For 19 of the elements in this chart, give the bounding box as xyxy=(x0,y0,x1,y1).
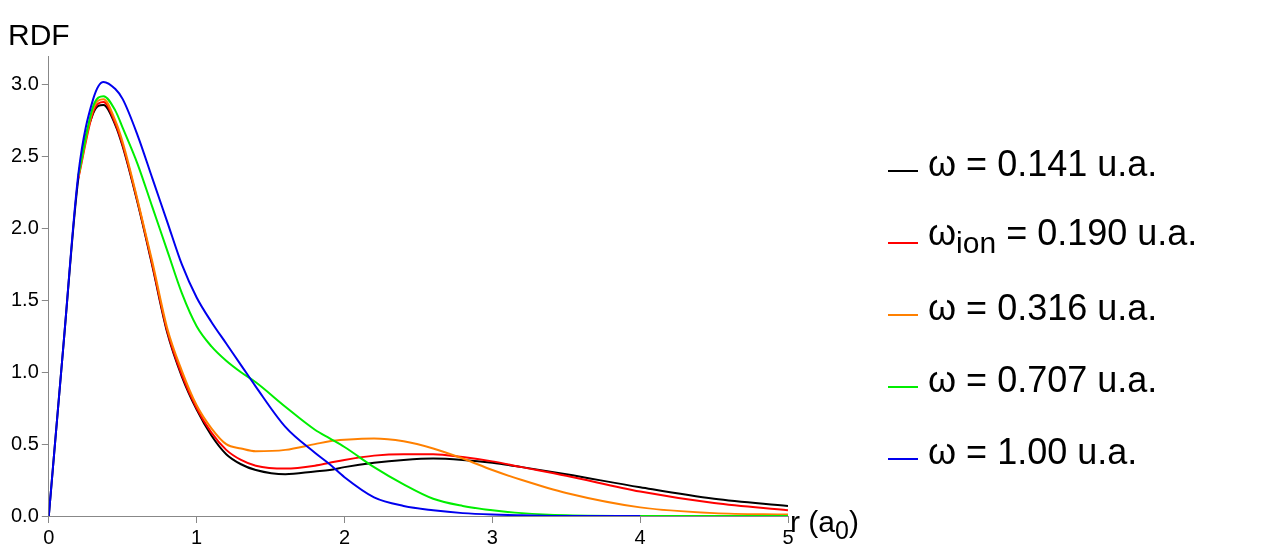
legend-label: ω = 0.141 u.a. xyxy=(928,143,1158,185)
legend-label: ω$_{ion}$ = 0.190 u.a. xyxy=(928,211,1198,261)
y-tick-label: 0.5 xyxy=(10,431,39,454)
line-series xyxy=(48,80,642,516)
x-tick-label: 2 xyxy=(338,525,351,548)
y-tick-label: 2.5 xyxy=(10,144,39,167)
x-tick-label: 3 xyxy=(486,525,498,548)
legend-label: ω = 1.00 u.a. xyxy=(928,431,1138,473)
y-tick-label: 3.0 xyxy=(10,72,39,95)
x-tick-label: 4 xyxy=(634,525,646,548)
y-tick-label: 1.5 xyxy=(10,287,39,310)
x-tick-label: 1 xyxy=(191,525,203,548)
x-tick-label: 0 xyxy=(43,525,55,548)
legend-label: ω = 0.316 u.a. xyxy=(928,287,1158,329)
y-tick-label: 2.0 xyxy=(10,216,39,239)
legend-label: ω = 0.707 u.a. xyxy=(928,359,1158,401)
y-tick-label: 0.0 xyxy=(10,503,39,526)
y-axis-title: RDF xyxy=(8,18,70,52)
y-tick-label: 1.0 xyxy=(10,359,39,382)
